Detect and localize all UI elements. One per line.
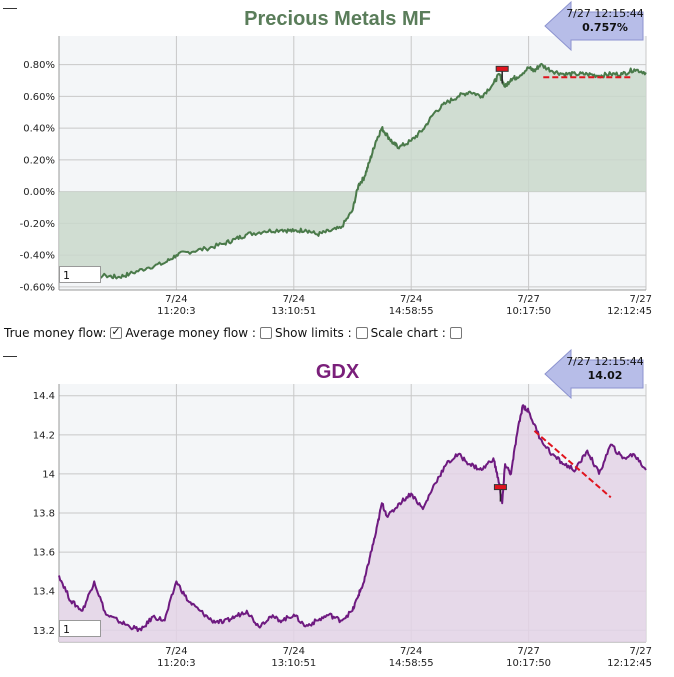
x-tick-time: 14:58:55 (389, 306, 434, 317)
x-tick-date: 7/24 (400, 646, 422, 657)
y-tick-label: 0.20% (23, 155, 55, 166)
scale-chart-label: Scale chart : (370, 326, 446, 340)
y-tick-label: -0.60% (20, 282, 55, 293)
chart-title: GDX (316, 361, 360, 383)
x-tick-date: 7/24 (283, 294, 305, 305)
show-limits-label: Show limits : (274, 326, 352, 340)
y-tick-label: 13.8 (33, 509, 55, 520)
x-tick-date: 7/24 (165, 646, 187, 657)
series-area (59, 405, 646, 642)
x-tick-time: 10:17:50 (506, 306, 551, 317)
x-tick-time: 14:58:55 (389, 658, 434, 669)
scale-chart-toggle[interactable]: Scale chart : (371, 326, 465, 340)
x-tick-time: 11:20:3 (157, 658, 196, 669)
y-tick-label: 14.2 (33, 430, 55, 441)
true-money-flow-label: True money flow: (4, 326, 107, 340)
y-tick-label: 14.4 (33, 391, 55, 402)
x-tick-time: 13:10:51 (271, 306, 316, 317)
x-tick-date: 7/27 (517, 294, 539, 305)
scale-chart-checkbox[interactable] (449, 327, 462, 339)
x-tick-time: 11:20:3 (157, 306, 196, 317)
readout-arrow (544, 348, 644, 400)
y-tick-label: 14 (42, 469, 55, 480)
chart1-period-input[interactable]: 1 (59, 266, 101, 283)
x-tick-date: 7/27 (517, 646, 539, 657)
readout-value: 14.02 (588, 369, 623, 382)
true-money-flow-checkbox[interactable] (110, 325, 123, 339)
y-tick-label: 13.6 (33, 548, 55, 559)
series-line (58, 404, 647, 633)
show-limits-checkbox[interactable] (355, 327, 368, 339)
readout-time: 7/27 12:15:44 (566, 7, 644, 20)
minimize-icon-2[interactable] (3, 356, 17, 357)
y-tick-label: 0.00% (23, 187, 55, 198)
x-tick-time: 13:10:51 (271, 658, 316, 669)
y-tick-label: 13.4 (33, 587, 55, 598)
y-tick-label: 13.2 (33, 626, 55, 637)
x-tick-time: 12:12:45 (607, 658, 652, 669)
show-limits-toggle[interactable]: Show limits : (275, 326, 371, 340)
true-money-flow-toggle[interactable]: True money flow: (4, 325, 125, 340)
chart-2: 13.213.413.613.81414.214.47/2411:20:37/2… (33, 348, 652, 669)
series-area (59, 63, 646, 281)
x-tick-time: 10:17:50 (506, 658, 551, 669)
average-money-flow-label: Average money flow : (125, 326, 256, 340)
x-tick-date: 7/24 (400, 294, 422, 305)
x-tick-date: 7/24 (165, 294, 187, 305)
event-marker (493, 484, 507, 491)
readout-time: 7/27 12:15:44 (566, 355, 644, 368)
money-flow-controls: True money flow: Average money flow : Sh… (4, 325, 465, 340)
chart2-period-input[interactable]: 1 (59, 620, 101, 637)
event-marker (495, 65, 509, 72)
readout-arrow (544, 0, 644, 52)
trend-line (533, 430, 612, 499)
x-tick-date: 7/27 (630, 646, 652, 657)
average-money-flow-checkbox[interactable] (259, 327, 272, 339)
x-tick-date: 7/27 (630, 294, 652, 305)
average-money-flow-toggle[interactable]: Average money flow : (125, 326, 275, 340)
y-tick-label: 0.80% (23, 60, 55, 71)
y-tick-label: -0.20% (20, 219, 55, 230)
chart-title: Precious Metals MF (244, 8, 431, 30)
series-line (58, 62, 647, 282)
x-tick-time: 12:12:45 (607, 306, 652, 317)
y-tick-label: -0.40% (20, 251, 55, 262)
minimize-icon-1[interactable] (3, 8, 17, 9)
y-tick-label: 0.40% (23, 124, 55, 135)
x-tick-date: 7/24 (283, 646, 305, 657)
readout-value: 0.757% (582, 21, 628, 34)
chart-1: -0.60% -0.40% -0.20% 0.00% 0.20% 0.40% 0.60% 0.… (20, 0, 652, 317)
y-tick-label: 0.60% (23, 92, 55, 103)
